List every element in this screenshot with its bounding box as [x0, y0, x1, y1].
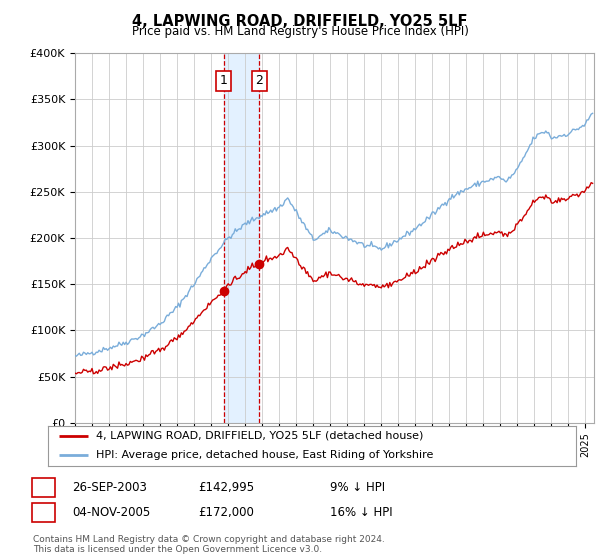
Text: 2: 2	[256, 74, 263, 87]
Text: 4, LAPWING ROAD, DRIFFIELD, YO25 5LF: 4, LAPWING ROAD, DRIFFIELD, YO25 5LF	[132, 14, 468, 29]
Text: HPI: Average price, detached house, East Riding of Yorkshire: HPI: Average price, detached house, East…	[95, 450, 433, 460]
Text: 4, LAPWING ROAD, DRIFFIELD, YO25 5LF (detached house): 4, LAPWING ROAD, DRIFFIELD, YO25 5LF (de…	[95, 431, 423, 441]
Bar	[224, 53, 259, 423]
Text: Price paid vs. HM Land Registry's House Price Index (HPI): Price paid vs. HM Land Registry's House …	[131, 25, 469, 38]
Text: Contains HM Land Registry data © Crown copyright and database right 2024.
This d: Contains HM Land Registry data © Crown c…	[33, 535, 385, 554]
Text: 9% ↓ HPI: 9% ↓ HPI	[330, 480, 385, 494]
Text: 26-SEP-2003: 26-SEP-2003	[72, 480, 147, 494]
Text: 2: 2	[40, 506, 47, 519]
Text: £172,000: £172,000	[198, 506, 254, 519]
Text: 1: 1	[220, 74, 227, 87]
Text: 1: 1	[40, 480, 47, 494]
Text: £142,995: £142,995	[198, 480, 254, 494]
Text: 16% ↓ HPI: 16% ↓ HPI	[330, 506, 392, 519]
Text: 04-NOV-2005: 04-NOV-2005	[72, 506, 150, 519]
